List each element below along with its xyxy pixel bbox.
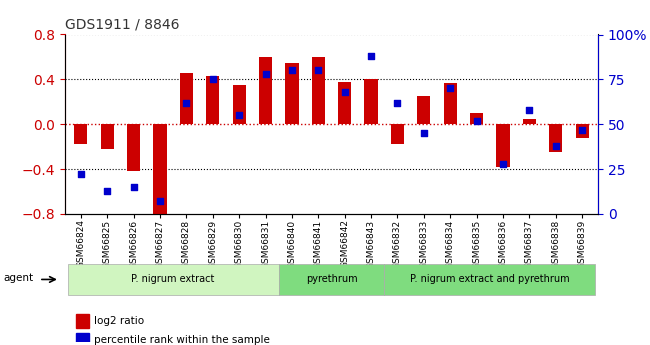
Text: P. nigrum extract: P. nigrum extract (131, 275, 215, 284)
Point (551, 143, 561, 148)
Bar (365, 79, 378, 124)
Bar (180, 73, 193, 124)
Text: percentile rank within the sample: percentile rank within the sample (94, 335, 270, 345)
Point (524, 107, 534, 112)
Point (155, 199, 165, 204)
Bar (285, 62, 298, 124)
Point (261, 71, 271, 77)
Point (102, 188, 112, 193)
FancyBboxPatch shape (279, 264, 384, 295)
Point (129, 184, 139, 190)
Bar (259, 57, 272, 124)
Point (471, 118, 482, 124)
Text: pyrethrum: pyrethrum (306, 275, 358, 284)
Text: agent: agent (3, 273, 33, 283)
Point (366, 53, 376, 59)
Text: GDS1911 / 8846: GDS1911 / 8846 (65, 18, 179, 32)
Point (207, 77, 218, 82)
Bar (75, 314, 89, 328)
Point (234, 112, 244, 118)
Bar (497, 124, 510, 167)
Point (577, 127, 588, 132)
Bar (338, 81, 351, 124)
Point (339, 89, 350, 95)
Bar (74, 124, 88, 144)
Point (419, 130, 429, 136)
Point (287, 68, 297, 73)
Point (445, 86, 456, 91)
Bar (549, 124, 562, 152)
Bar (391, 124, 404, 144)
Text: P. nigrum extract and pyrethrum: P. nigrum extract and pyrethrum (410, 275, 569, 284)
Bar (153, 124, 166, 214)
Point (75, 172, 86, 177)
Bar (127, 124, 140, 171)
Bar (233, 85, 246, 124)
Bar (523, 119, 536, 124)
Point (392, 100, 402, 106)
Bar (101, 124, 114, 149)
Bar (417, 96, 430, 124)
Text: log2 ratio: log2 ratio (94, 316, 144, 326)
Bar (444, 83, 457, 124)
Point (313, 68, 324, 73)
Point (181, 100, 192, 106)
Bar (575, 124, 589, 138)
FancyBboxPatch shape (68, 264, 279, 295)
FancyBboxPatch shape (384, 264, 595, 295)
Bar (470, 113, 483, 124)
Bar (75, 333, 89, 345)
Bar (206, 76, 219, 124)
Point (498, 161, 508, 166)
Bar (312, 57, 325, 124)
